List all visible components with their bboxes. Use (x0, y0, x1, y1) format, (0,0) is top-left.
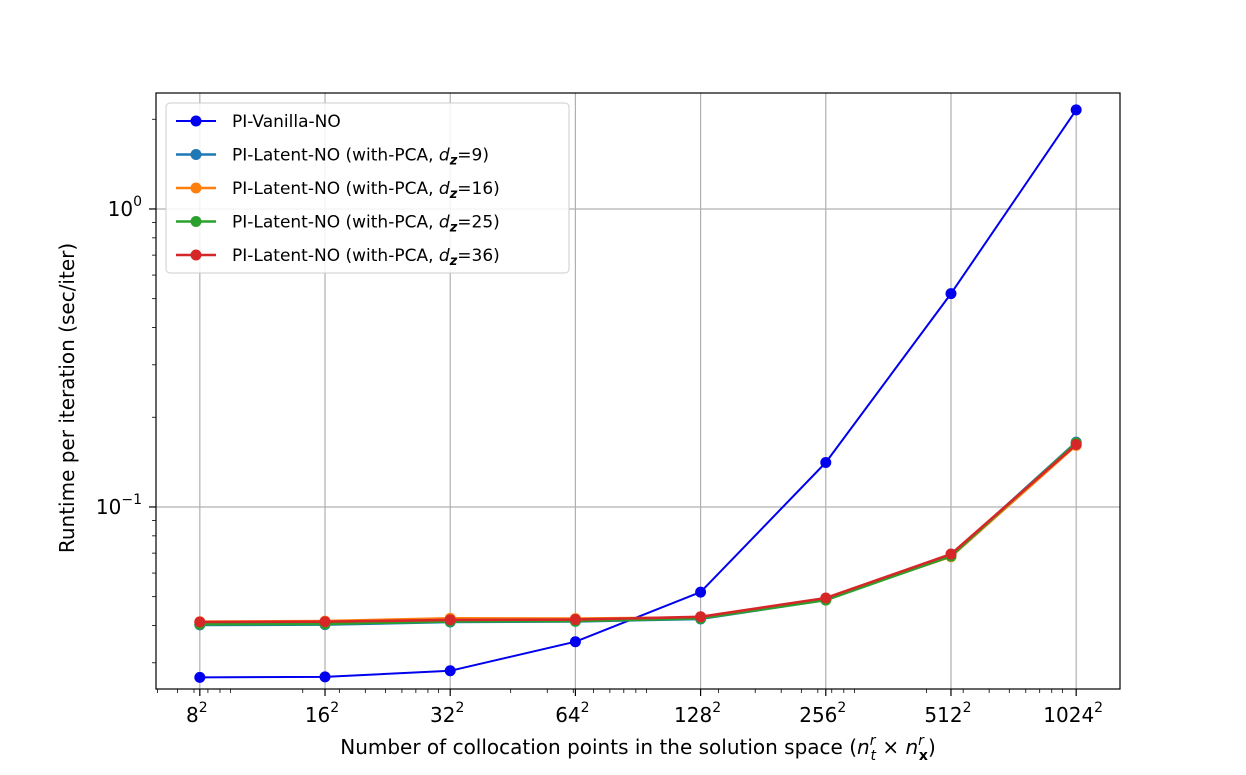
x-axis-ticks: 82 162 322 642 1282 2562 5122 10242 (156, 689, 1103, 727)
data-point (695, 611, 707, 623)
legend-marker (190, 182, 202, 194)
data-point (1070, 104, 1082, 116)
series-4 (194, 439, 1082, 628)
data-point (1070, 439, 1082, 451)
legend-label: PI-Latent-NO (with-PCA, dz=9) (232, 146, 489, 169)
x-tick-label: 322 (430, 700, 464, 727)
data-point (569, 614, 581, 626)
data-point (569, 636, 581, 648)
x-tick-label: 2562 (799, 700, 846, 727)
legend-label: PI-Latent-NO (with-PCA, dz=16) (232, 179, 500, 202)
legend-entry: PI-Latent-NO (with-PCA, dz=9) (176, 146, 489, 169)
data-point (695, 586, 707, 598)
data-point (444, 665, 456, 677)
x-tick-label: 5122 (924, 700, 971, 727)
x-tick-label: 82 (186, 700, 208, 727)
legend-entry: PI-Latent-NO (with-PCA, dz=25) (176, 213, 500, 236)
y-tick-label: 10−1 (96, 492, 142, 519)
legend-label: PI-Vanilla-NO (232, 112, 341, 132)
data-point (945, 548, 957, 560)
legend-marker (190, 249, 202, 261)
legend-entry: PI-Latent-NO (with-PCA, dz=36) (176, 246, 500, 269)
data-point (820, 457, 832, 469)
x-tick-label: 10242 (1043, 700, 1103, 727)
data-point (194, 671, 206, 683)
series-line (199, 441, 1078, 627)
legend: PI-Vanilla-NO PI-Latent-NO (with-PCA, dz=… (165, 102, 570, 274)
data-point (194, 616, 206, 628)
series-1 (194, 436, 1082, 631)
y-axis-label: Runtime per iteration (sec/iter) (55, 243, 79, 553)
series-line (199, 444, 1078, 623)
x-tick-label: 1282 (674, 700, 721, 727)
data-point (444, 614, 456, 626)
data-point (319, 616, 331, 628)
series-3 (194, 437, 1082, 630)
legend-marker (190, 115, 202, 127)
legend-marker (190, 216, 202, 227)
legend-label: PI-Latent-NO (with-PCA, dz=25) (232, 213, 500, 236)
plot-frame (155, 92, 1121, 690)
y-axis-ticks: 100 10−1 (96, 118, 156, 664)
series-layer (194, 104, 1082, 683)
series-2 (194, 439, 1082, 628)
legend-marker (190, 149, 202, 160)
data-point (945, 288, 957, 300)
x-axis-label: Number of collocation points in the solu… (340, 733, 936, 764)
legend-entry: PI-Vanilla-NO (176, 112, 341, 132)
legend-label: PI-Latent-NO (with-PCA, dz=36) (232, 246, 500, 269)
x-tick-label: 162 (305, 700, 339, 727)
data-point (820, 592, 832, 604)
series-line (199, 441, 1078, 626)
legend-entry: PI-Latent-NO (with-PCA, dz=16) (176, 179, 500, 202)
y-tick-label: 100 (108, 194, 142, 221)
legend-box (165, 102, 570, 274)
data-point (319, 671, 331, 683)
series-line (199, 443, 1078, 624)
x-tick-label: 642 (555, 700, 589, 727)
